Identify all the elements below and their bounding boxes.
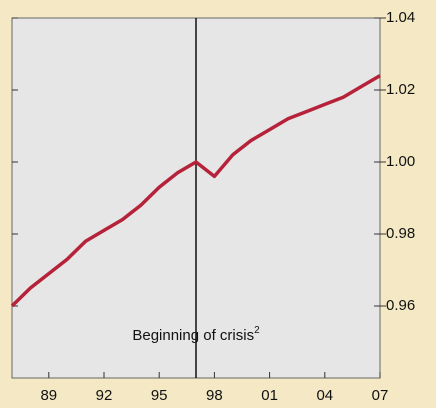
y-tick-label: 0.98 — [386, 225, 415, 242]
x-tick-label: 04 — [316, 387, 333, 404]
annotation: Beginning of crisis2 — [132, 325, 260, 344]
y-tick-label: 1.02 — [386, 81, 415, 98]
y-tick-label: 1.00 — [386, 153, 415, 170]
annotation-text: Beginning of crisis — [132, 327, 254, 344]
x-tick-label: 95 — [151, 387, 168, 404]
y-tick-label: 1.04 — [386, 9, 415, 26]
series-line — [10, 74, 381, 308]
x-tick-label: 07 — [372, 387, 389, 404]
x-tick-label: 92 — [96, 387, 113, 404]
x-tick-label: 98 — [206, 387, 223, 404]
x-tick-label: 01 — [261, 387, 278, 404]
annotation-footnote: 2 — [254, 325, 260, 336]
y-tick-label: 0.96 — [386, 297, 415, 314]
x-tick-label: 89 — [40, 387, 57, 404]
